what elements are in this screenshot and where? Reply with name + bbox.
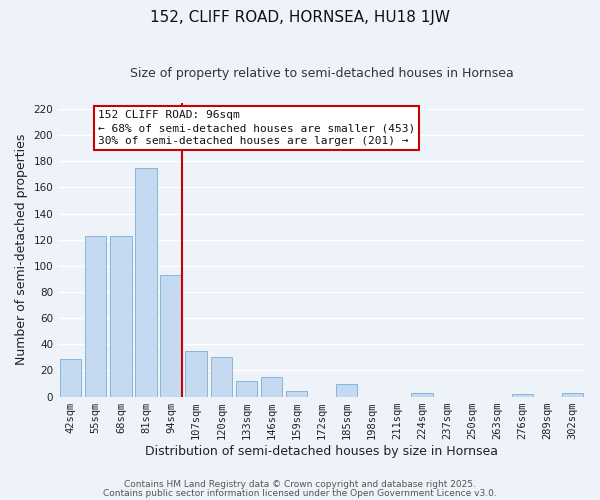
Bar: [160, 275, 182, 396]
Text: 152, CLIFF ROAD, HORNSEA, HU18 1JW: 152, CLIFF ROAD, HORNSEA, HU18 1JW: [150, 10, 450, 25]
Bar: [286, 392, 307, 396]
Bar: [336, 384, 358, 396]
Bar: [411, 392, 433, 396]
Bar: [211, 358, 232, 397]
Bar: [512, 394, 533, 396]
Bar: [136, 168, 157, 396]
Bar: [562, 392, 583, 396]
Text: Contains public sector information licensed under the Open Government Licence v3: Contains public sector information licen…: [103, 489, 497, 498]
X-axis label: Distribution of semi-detached houses by size in Hornsea: Distribution of semi-detached houses by …: [145, 444, 498, 458]
Bar: [261, 377, 282, 396]
Bar: [85, 236, 106, 396]
Text: 152 CLIFF ROAD: 96sqm
← 68% of semi-detached houses are smaller (453)
30% of sem: 152 CLIFF ROAD: 96sqm ← 68% of semi-deta…: [98, 110, 415, 146]
Text: Contains HM Land Registry data © Crown copyright and database right 2025.: Contains HM Land Registry data © Crown c…: [124, 480, 476, 489]
Bar: [60, 358, 82, 397]
Bar: [236, 381, 257, 396]
Title: Size of property relative to semi-detached houses in Hornsea: Size of property relative to semi-detach…: [130, 68, 514, 80]
Bar: [185, 351, 207, 397]
Bar: [110, 236, 131, 396]
Y-axis label: Number of semi-detached properties: Number of semi-detached properties: [15, 134, 28, 365]
